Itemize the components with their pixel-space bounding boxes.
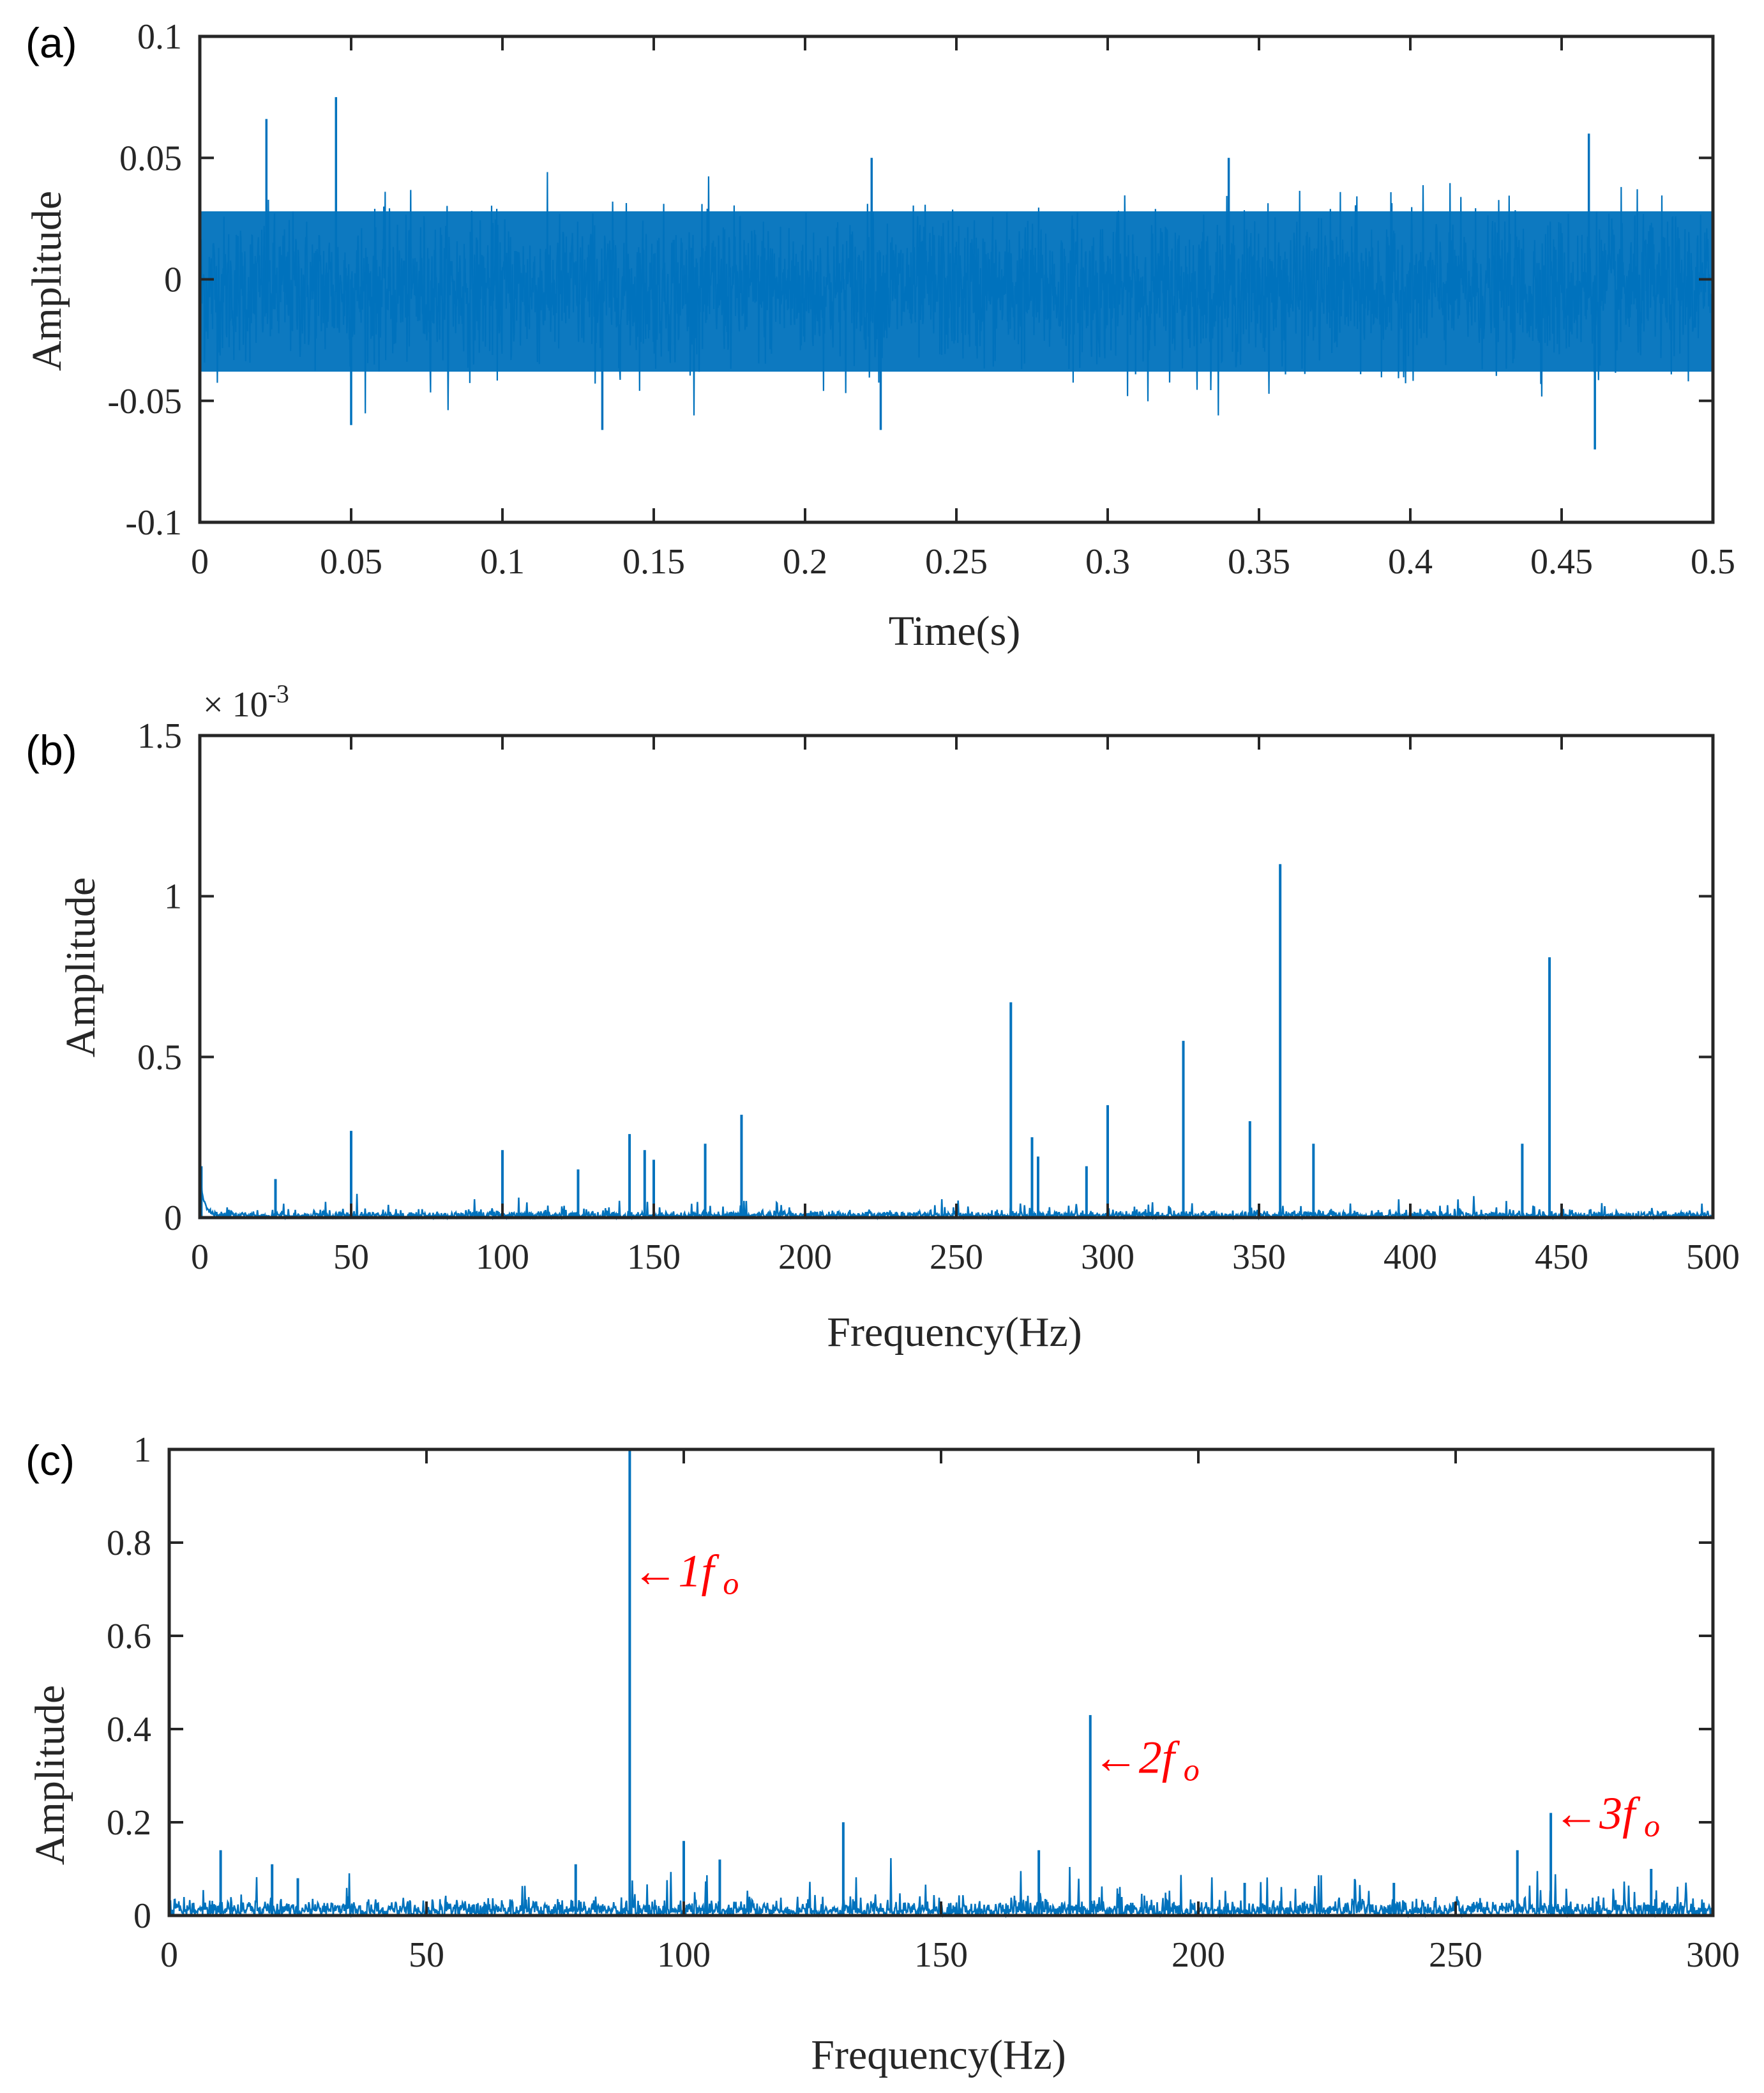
y-tick-label: 0 — [164, 261, 182, 300]
harmonic-annotation: ←2f o — [1093, 1732, 1200, 1787]
x-tick-label: 0.1 — [480, 542, 525, 582]
x-tick-label: 0.45 — [1530, 542, 1593, 582]
x-axis-ticks: 0 50 100 150 200 250 300 350 400 450 500 — [191, 736, 1740, 1277]
x-tick-label: 0.4 — [1388, 542, 1433, 582]
y-tick-label: 0.2 — [107, 1803, 151, 1843]
x-axis-label: Frequency(Hz) — [811, 2032, 1066, 2078]
x-tick-label: 0.05 — [320, 542, 382, 582]
plot-frame — [167, 1447, 1715, 1917]
x-tick-label: 200 — [1172, 1935, 1225, 1975]
x-tick-label: 0 — [191, 1237, 209, 1277]
y-tick-label: 1 — [133, 1430, 151, 1470]
panel-a: (a) 0 0.05 0.1 0.15 0.2 0.25 0.3 0.35 0.4 0.45 0.5… — [24, 17, 1735, 654]
y-tick-label: -0.1 — [125, 503, 182, 543]
spectrum-series — [199, 864, 1714, 1221]
panel-label: (c) — [26, 1437, 75, 1484]
x-axis-label: Frequency(Hz) — [827, 1309, 1082, 1356]
signal-dense-band — [200, 211, 1713, 372]
x-tick-label: 250 — [1429, 1935, 1482, 1975]
y-exponent-label: × 10-3 — [203, 679, 289, 725]
x-tick-label: 100 — [476, 1237, 529, 1277]
y-tick-label: 0.05 — [119, 139, 182, 178]
x-tick-label: 350 — [1232, 1237, 1286, 1277]
y-axis-ticks: 0 0.5 1 1.5 — [137, 716, 1713, 1238]
y-axis-ticks: 0 0.2 0.4 0.6 0.8 1 — [107, 1430, 1713, 1936]
y-axis-label: Amplitude — [24, 191, 70, 371]
y-tick-label: 0.8 — [107, 1523, 151, 1563]
x-tick-label: 0 — [191, 542, 209, 582]
x-tick-label: 400 — [1383, 1237, 1437, 1277]
harmonic-annotation-subscript: o — [1184, 1751, 1200, 1787]
x-axis-ticks: 0 0.05 0.1 0.15 0.2 0.25 0.3 0.35 0.4 0.45 0.5 — [191, 36, 1735, 582]
x-tick-label: 0.3 — [1085, 542, 1130, 582]
x-tick-label: 0.15 — [622, 542, 685, 582]
x-tick-label: 0.25 — [925, 542, 988, 582]
harmonic-annotation-subscript: o — [723, 1565, 739, 1601]
x-tick-label: 300 — [1081, 1237, 1135, 1277]
y-tick-label: 0.1 — [137, 17, 182, 57]
panel-label: (b) — [26, 727, 77, 774]
envelope-spectrum-series — [168, 1449, 1714, 1919]
harmonic-annotation-subscript: o — [1644, 1808, 1660, 1843]
y-tick-label: 1 — [164, 877, 182, 917]
panel-label: (a) — [26, 19, 77, 66]
x-tick-label: 50 — [333, 1237, 369, 1277]
x-axis-label: Time(s) — [889, 608, 1021, 654]
x-axis-ticks: 0 50 100 150 200 250 300 — [160, 1449, 1740, 1975]
x-tick-label: 150 — [914, 1935, 968, 1975]
y-tick-label: 0 — [164, 1198, 182, 1238]
x-tick-label: 0.35 — [1228, 542, 1290, 582]
panel-b: (b) × 10-3 0 50 100 150 200 250 300 350 400 450 50… — [26, 679, 1740, 1356]
y-tick-label: 0.6 — [107, 1617, 151, 1656]
panel-c: (c) 0 50 100 150 200 250 300 0 0.2 0.4 0.6 0.8 1 ←1… — [26, 1430, 1740, 2078]
x-tick-label: 250 — [930, 1237, 983, 1277]
x-tick-label: 450 — [1535, 1237, 1588, 1277]
harmonic-annotation: ←1f o — [632, 1545, 739, 1601]
harmonic-annotations: ←1f o ←2f o ←3f o — [632, 1545, 1660, 1843]
x-tick-label: 150 — [627, 1237, 681, 1277]
plot-frame — [198, 734, 1715, 1220]
x-tick-label: 500 — [1686, 1237, 1740, 1277]
x-tick-label: 100 — [657, 1935, 711, 1975]
time-signal-series — [199, 97, 1714, 450]
harmonic-annotation: ←3f o — [1553, 1788, 1660, 1843]
y-tick-label: 0.4 — [107, 1710, 151, 1749]
x-tick-label: 0.5 — [1691, 542, 1735, 582]
x-tick-label: 0 — [160, 1935, 178, 1975]
y-tick-label: 1.5 — [137, 716, 182, 756]
y-axis-ticks: -0.1 -0.05 0 0.05 0.1 — [107, 17, 1713, 543]
y-tick-label: 0 — [133, 1896, 151, 1936]
x-tick-label: 200 — [778, 1237, 832, 1277]
y-tick-label: 0.5 — [137, 1038, 182, 1077]
x-tick-label: 0.2 — [783, 542, 827, 582]
x-tick-label: 50 — [409, 1935, 444, 1975]
y-tick-label: -0.05 — [107, 382, 182, 421]
x-tick-label: 300 — [1686, 1935, 1740, 1975]
y-axis-label: Amplitude — [57, 877, 104, 1057]
y-axis-label: Amplitude — [27, 1685, 73, 1865]
